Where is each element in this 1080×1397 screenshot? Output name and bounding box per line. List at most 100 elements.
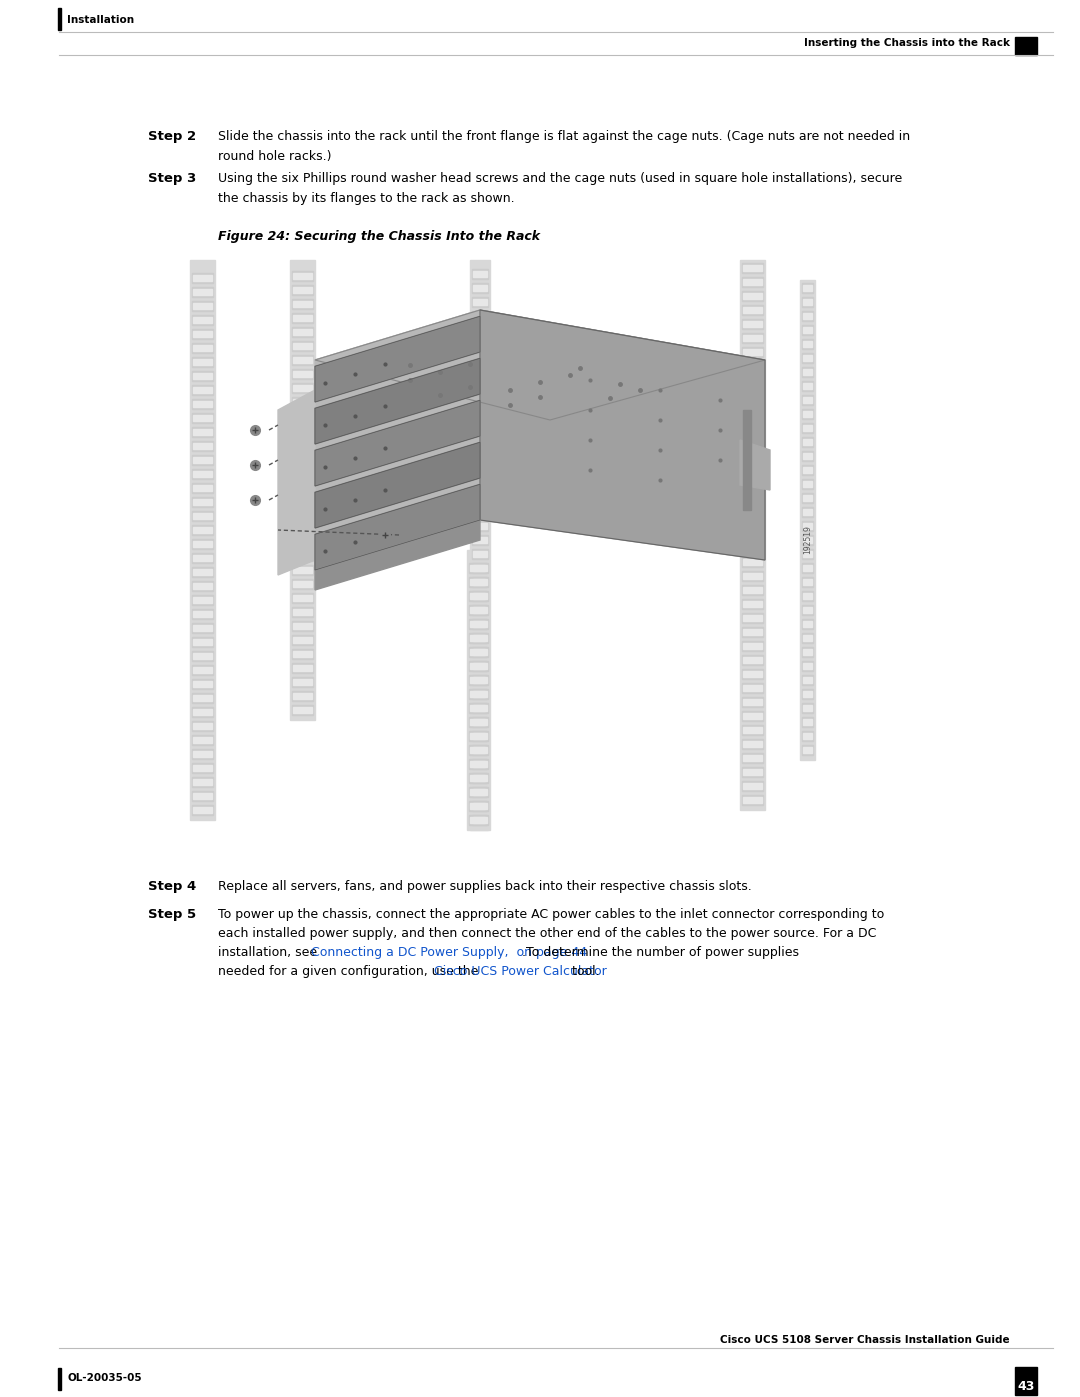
Bar bbox=[192, 735, 213, 745]
Bar bbox=[473, 803, 487, 809]
Bar bbox=[293, 272, 312, 279]
Bar bbox=[473, 664, 487, 669]
Bar bbox=[473, 509, 487, 515]
Polygon shape bbox=[315, 310, 765, 420]
Bar bbox=[193, 289, 212, 295]
Bar bbox=[742, 599, 762, 609]
Polygon shape bbox=[740, 440, 770, 490]
Bar bbox=[742, 739, 762, 749]
Bar bbox=[802, 633, 813, 643]
Bar bbox=[469, 814, 486, 826]
Bar bbox=[469, 745, 486, 754]
Text: Step 2: Step 2 bbox=[148, 130, 197, 142]
Polygon shape bbox=[315, 316, 480, 402]
Bar bbox=[293, 300, 312, 307]
Bar bbox=[293, 553, 312, 559]
Bar bbox=[742, 711, 762, 721]
Bar bbox=[743, 726, 762, 733]
Bar bbox=[804, 678, 812, 683]
Bar bbox=[742, 515, 762, 525]
Bar bbox=[743, 545, 762, 550]
Bar bbox=[472, 563, 488, 573]
Bar bbox=[804, 522, 812, 529]
Bar bbox=[293, 525, 312, 531]
Bar bbox=[473, 397, 487, 402]
Bar bbox=[470, 636, 485, 641]
Bar bbox=[193, 275, 212, 281]
Bar bbox=[469, 800, 486, 812]
Bar bbox=[742, 432, 762, 441]
Bar bbox=[293, 469, 312, 475]
Text: installation, see: installation, see bbox=[218, 946, 321, 958]
Bar bbox=[473, 355, 487, 360]
Bar bbox=[193, 766, 212, 771]
Bar bbox=[472, 507, 488, 517]
Bar bbox=[293, 344, 312, 349]
Bar bbox=[193, 680, 212, 687]
Bar bbox=[743, 629, 762, 636]
Bar bbox=[193, 317, 212, 323]
Bar bbox=[804, 425, 812, 432]
Bar bbox=[473, 636, 487, 641]
Bar bbox=[192, 707, 213, 717]
Bar bbox=[192, 455, 213, 465]
Bar bbox=[804, 719, 812, 725]
Bar bbox=[193, 331, 212, 337]
Bar bbox=[802, 689, 813, 698]
Bar bbox=[192, 358, 213, 367]
Bar bbox=[192, 651, 213, 661]
Bar bbox=[742, 557, 762, 567]
Bar bbox=[743, 517, 762, 522]
Bar bbox=[292, 425, 313, 434]
Bar bbox=[802, 591, 813, 601]
Bar bbox=[292, 650, 313, 659]
Bar bbox=[293, 386, 312, 391]
Bar bbox=[193, 485, 212, 490]
Bar bbox=[469, 731, 486, 740]
Bar bbox=[292, 299, 313, 309]
Bar bbox=[802, 605, 813, 615]
Bar bbox=[802, 675, 813, 685]
Bar bbox=[470, 650, 485, 655]
Bar bbox=[193, 752, 212, 757]
Bar bbox=[473, 622, 487, 627]
Bar bbox=[472, 647, 488, 657]
Bar bbox=[742, 543, 762, 553]
Bar bbox=[472, 619, 488, 629]
Bar bbox=[470, 789, 485, 795]
Bar bbox=[743, 293, 762, 299]
Bar bbox=[472, 731, 488, 740]
Text: .To determine the number of power supplies: .To determine the number of power suppli… bbox=[522, 946, 799, 958]
Bar bbox=[742, 488, 762, 497]
Bar bbox=[802, 479, 813, 489]
Bar bbox=[742, 795, 762, 805]
Bar bbox=[193, 569, 212, 576]
Bar bbox=[193, 513, 212, 520]
Polygon shape bbox=[315, 358, 480, 444]
Bar bbox=[192, 595, 213, 605]
Bar bbox=[804, 327, 812, 332]
Bar bbox=[472, 409, 488, 419]
Bar bbox=[470, 622, 485, 627]
Bar bbox=[742, 641, 762, 651]
Bar bbox=[743, 377, 762, 383]
Bar bbox=[293, 497, 312, 503]
Bar bbox=[473, 678, 487, 683]
Polygon shape bbox=[315, 520, 480, 590]
Bar bbox=[804, 509, 812, 515]
Bar bbox=[293, 567, 312, 573]
Text: 43: 43 bbox=[1017, 1380, 1035, 1393]
Bar bbox=[743, 712, 762, 719]
Bar bbox=[472, 312, 488, 321]
Bar bbox=[292, 692, 313, 701]
Bar bbox=[193, 415, 212, 420]
Bar bbox=[742, 781, 762, 791]
Bar bbox=[292, 285, 313, 295]
Bar bbox=[802, 745, 813, 754]
Bar bbox=[472, 535, 488, 545]
Polygon shape bbox=[315, 443, 480, 528]
Bar bbox=[193, 373, 212, 379]
Bar bbox=[742, 585, 762, 595]
Bar bbox=[802, 381, 813, 391]
Bar bbox=[472, 270, 488, 279]
